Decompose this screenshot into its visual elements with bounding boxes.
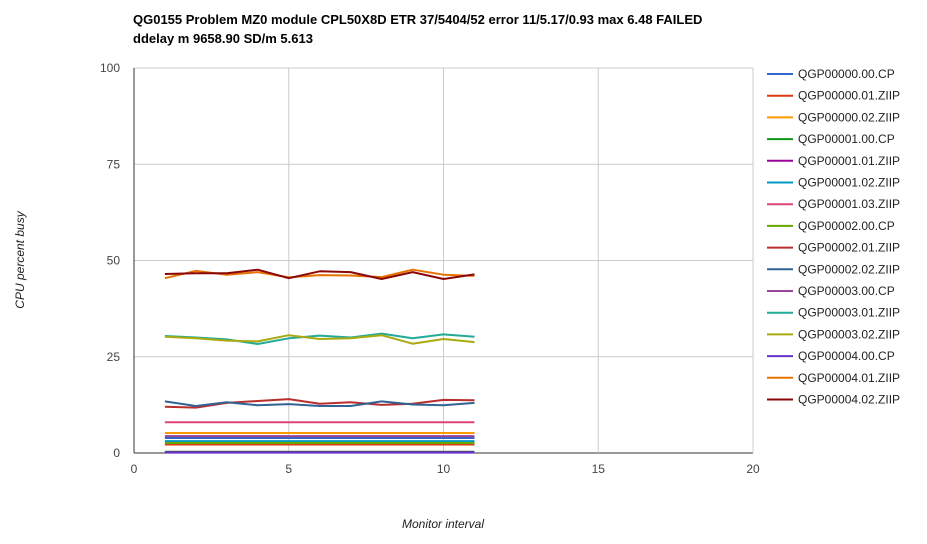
chart-subtitle: ddelay m 9658.90 SD/m 5.613 <box>133 31 313 46</box>
legend-label: QGP00001.00.CP <box>798 132 895 146</box>
legend-label: QGP00000.02.ZIIP <box>798 110 900 124</box>
legend-entry: QGP00003.00.CP <box>767 284 895 298</box>
legend-label: QGP00002.01.ZIIP <box>798 241 900 255</box>
legend-label: QGP00003.01.ZIIP <box>798 306 900 320</box>
legend-entry: QGP00002.00.CP <box>767 219 895 233</box>
legend-label: QGP00000.01.ZIIP <box>798 89 900 103</box>
series-line <box>164 400 475 407</box>
y-axis-title: CPU percent busy <box>13 210 27 308</box>
series-layer <box>164 268 475 454</box>
legend-label: QGP00001.01.ZIIP <box>798 154 900 168</box>
series-line <box>164 334 475 345</box>
legend-entry: QGP00000.01.ZIIP <box>767 89 900 103</box>
legend-label: QGP00003.02.ZIIP <box>798 327 900 341</box>
legend-entry: QGP00004.00.CP <box>767 349 895 363</box>
y-tick-label: 100 <box>100 61 120 75</box>
chart-title: QG0155 Problem MZ0 module CPL50X8D ETR 3… <box>133 12 703 27</box>
legend-label: QGP00000.00.CP <box>798 67 895 81</box>
legend-label: QGP00001.03.ZIIP <box>798 197 900 211</box>
y-tick-label: 75 <box>107 157 121 171</box>
x-tick-label: 20 <box>746 462 760 476</box>
x-tick-label: 0 <box>131 462 138 476</box>
legend-entry: QGP00000.00.CP <box>767 67 895 81</box>
legend-entry: QGP00003.02.ZIIP <box>767 327 900 341</box>
legend-entry: QGP00004.01.ZIIP <box>767 371 900 385</box>
legend-label: QGP00001.02.ZIIP <box>798 176 900 190</box>
legend-entry: QGP00004.02.ZIIP <box>767 393 900 407</box>
y-tick-label: 0 <box>113 446 120 460</box>
legend-entry: QGP00002.01.ZIIP <box>767 241 900 255</box>
legend: QGP00000.00.CP QGP00000.01.ZIIP QGP00000.0… <box>767 67 900 407</box>
x-tick-label: 5 <box>285 462 292 476</box>
legend-entry: QGP00003.01.ZIIP <box>767 306 900 320</box>
legend-label: QGP00004.00.CP <box>798 349 895 363</box>
y-tick-label: 25 <box>107 350 121 364</box>
legend-entry: QGP00001.02.ZIIP <box>767 176 900 190</box>
legend-label: QGP00004.01.ZIIP <box>798 371 900 385</box>
x-axis-title: Monitor interval <box>402 517 484 531</box>
series-line <box>164 268 475 280</box>
grid <box>133 67 754 454</box>
tick-labels: 0 25 50 75 100 0 5 10 15 20 <box>100 61 760 476</box>
legend-entry: QGP00001.03.ZIIP <box>767 197 900 211</box>
y-tick-label: 50 <box>107 254 121 268</box>
x-tick-label: 15 <box>592 462 606 476</box>
legend-entry: QGP00000.02.ZIIP <box>767 110 900 124</box>
legend-label: QGP00004.02.ZIIP <box>798 393 900 407</box>
series-line <box>164 332 475 345</box>
legend-label: QGP00003.00.CP <box>798 284 895 298</box>
legend-label: QGP00002.02.ZIIP <box>798 262 900 276</box>
legend-entry: QGP00002.02.ZIIP <box>767 262 900 276</box>
legend-label: QGP00002.00.CP <box>798 219 895 233</box>
legend-entry: QGP00001.01.ZIIP <box>767 154 900 168</box>
x-tick-label: 10 <box>437 462 451 476</box>
legend-entry: QGP00001.00.CP <box>767 132 895 146</box>
